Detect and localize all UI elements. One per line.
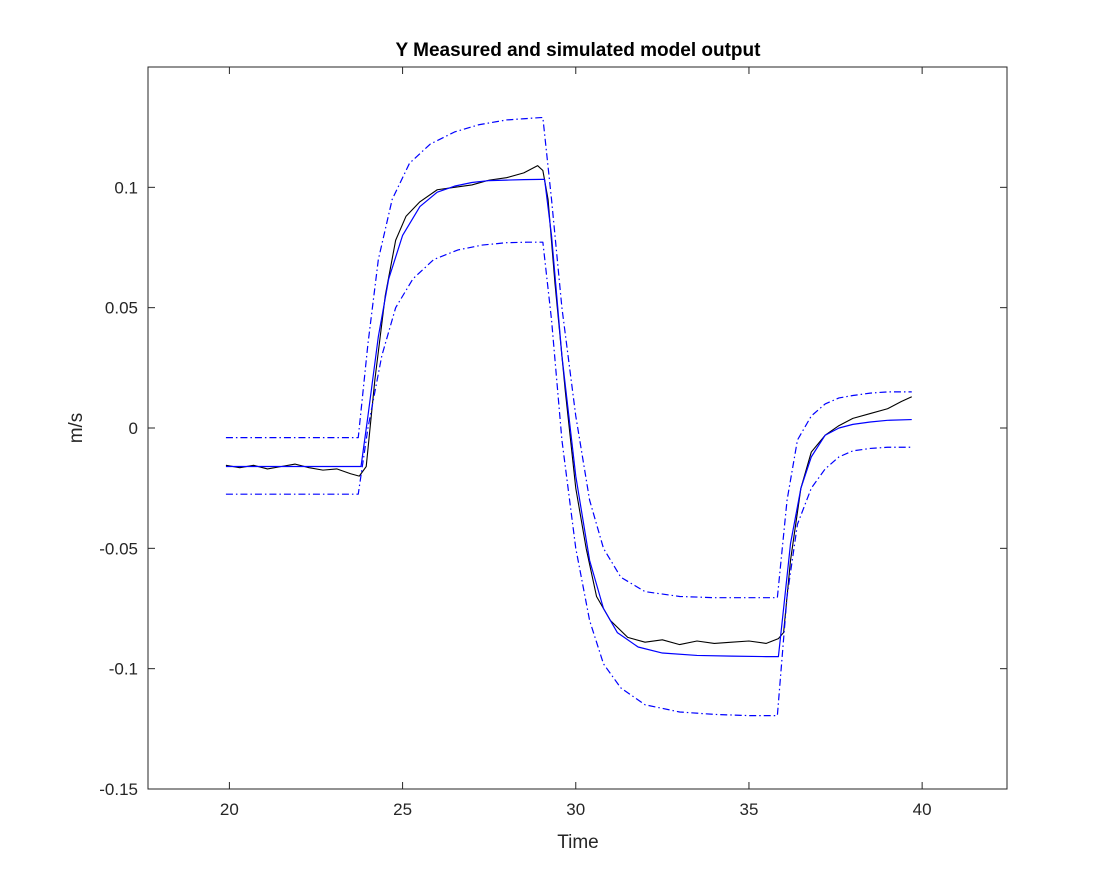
y-tick-label: 0.1 [114, 178, 138, 197]
plot-area: 20 25 30 35 40 -0.15 -0.1 -0.05 0 0.05 0.1 [99, 66, 1008, 819]
x-tick-label: 25 [393, 800, 412, 819]
y-tick-label: -0.15 [99, 780, 138, 799]
y-tick-label: -0.1 [109, 660, 138, 679]
series-line-bound-upper [225, 116, 912, 599]
x-tick-label: 30 [566, 800, 585, 819]
series-layer [225, 116, 912, 717]
x-tick-label: 35 [739, 800, 758, 819]
y-tick-label: 0 [129, 419, 138, 438]
x-axis-label: Time [557, 832, 599, 853]
series-line-bound-lower [225, 241, 912, 717]
y-axis-label: m/s [66, 413, 87, 444]
chart-title: Y Measured and simulated model output [396, 40, 762, 61]
series-line-measured [225, 165, 912, 646]
x-tick-label: 40 [913, 800, 932, 819]
tick-layer: 20 25 30 35 40 -0.15 -0.1 -0.05 0 0.05 0.1 [99, 67, 1007, 819]
series-line-simulated [225, 178, 912, 658]
y-tick-label: 0.05 [105, 299, 138, 318]
y-tick-label: -0.05 [99, 539, 138, 558]
x-tick-label: 20 [220, 800, 239, 819]
